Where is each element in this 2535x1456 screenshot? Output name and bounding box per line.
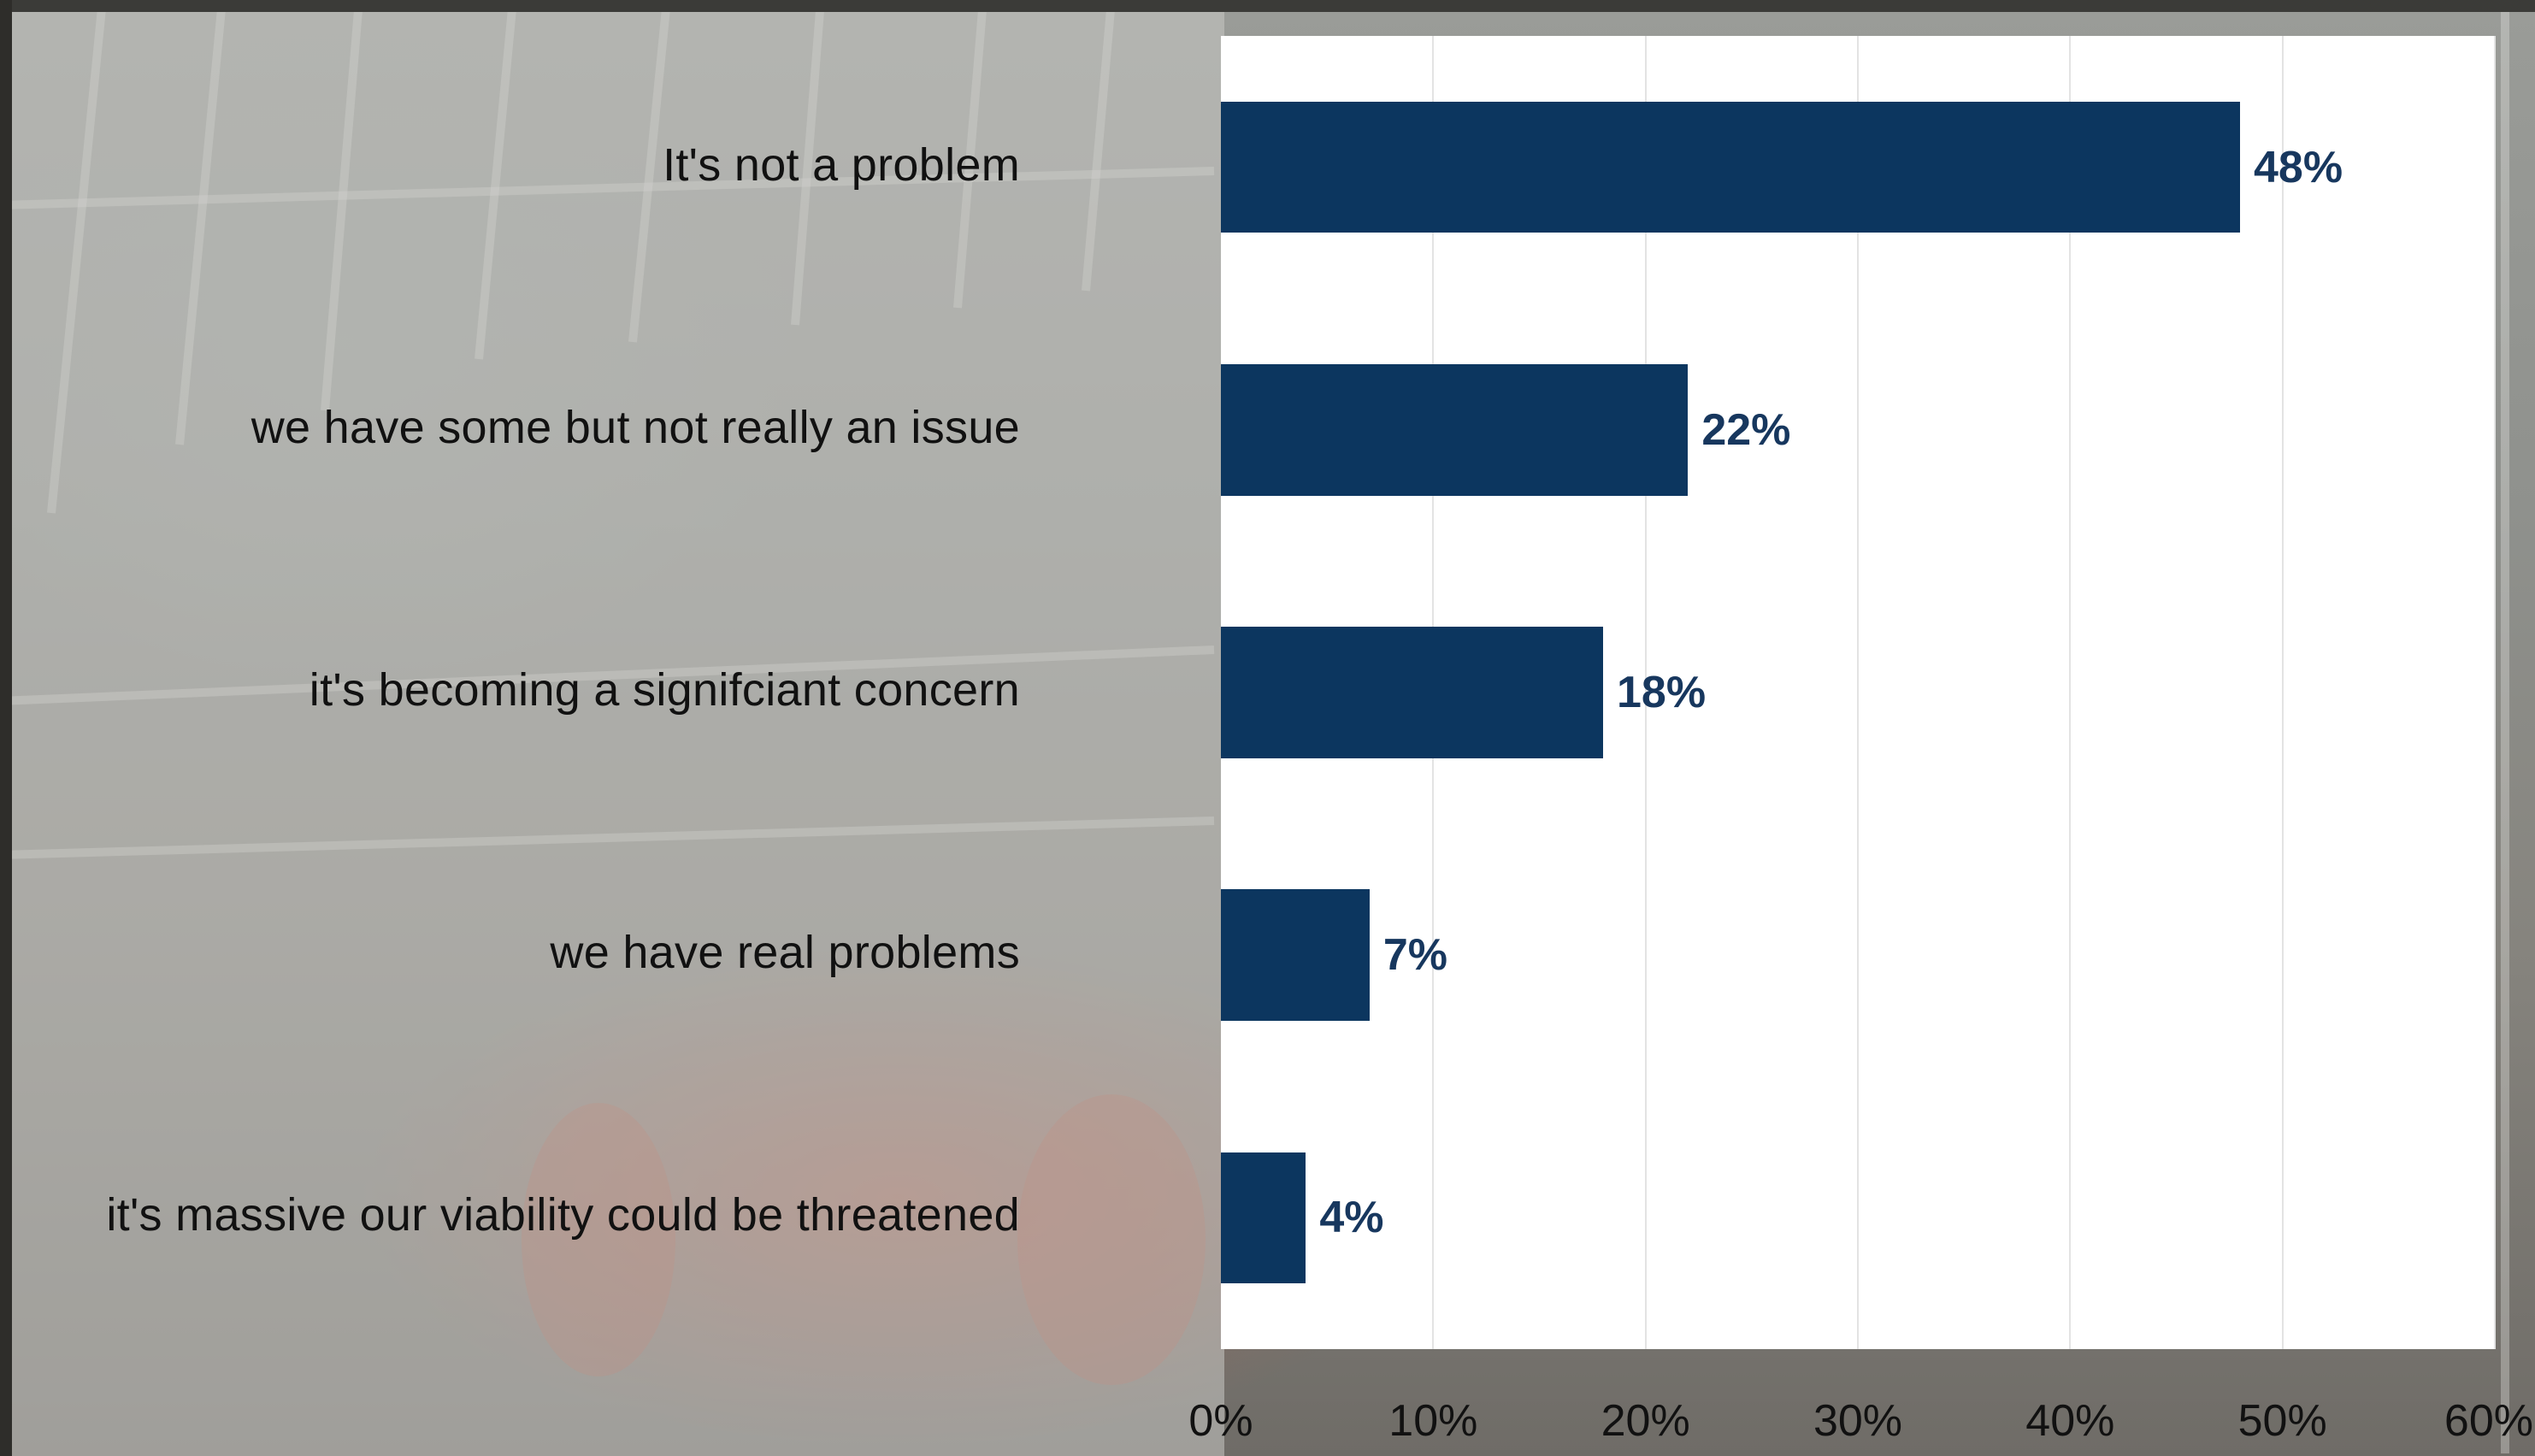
gridline-20	[1644, 36, 1647, 1349]
top-edge	[0, 0, 2535, 12]
x-tick-label-0: 0%	[1188, 1396, 1253, 1446]
data-label-0: 48%	[2254, 142, 2343, 192]
left-edge	[0, 0, 12, 1456]
gridline-60	[2494, 36, 2496, 1349]
bar-4	[1221, 1152, 1306, 1284]
background-overlay	[12, 12, 1224, 1456]
x-tick-label-4: 40%	[2025, 1396, 2115, 1446]
gridline-30	[1857, 36, 1859, 1349]
gridline-40	[2069, 36, 2072, 1349]
category-label-1: we have some but not really an issue	[251, 401, 1020, 453]
bar-0	[1221, 101, 2240, 233]
data-label-1: 22%	[1701, 404, 1791, 455]
bar-1	[1221, 364, 1689, 496]
data-label-3: 7%	[1382, 930, 1447, 981]
x-tick-label-2: 20%	[1601, 1396, 1690, 1446]
x-tick-label-3: 30%	[1813, 1396, 1903, 1446]
category-label-4: it's massive our viability could be thre…	[106, 1189, 1020, 1241]
category-label-3: we have real problems	[550, 927, 1020, 979]
x-tick-label-1: 10%	[1388, 1396, 1478, 1446]
category-label-2: it's becoming a signifciant concern	[309, 664, 1020, 716]
category-label-0: It's not a problem	[663, 139, 1020, 191]
bar-2	[1221, 627, 1603, 758]
gridline-50	[2281, 36, 2284, 1349]
bar-3	[1221, 889, 1370, 1021]
data-label-2: 18%	[1617, 668, 1707, 717]
x-tick-label-5: 50%	[2237, 1396, 2327, 1446]
x-tick-label-6: 60%	[2444, 1396, 2533, 1446]
data-label-4: 4%	[1319, 1193, 1384, 1243]
